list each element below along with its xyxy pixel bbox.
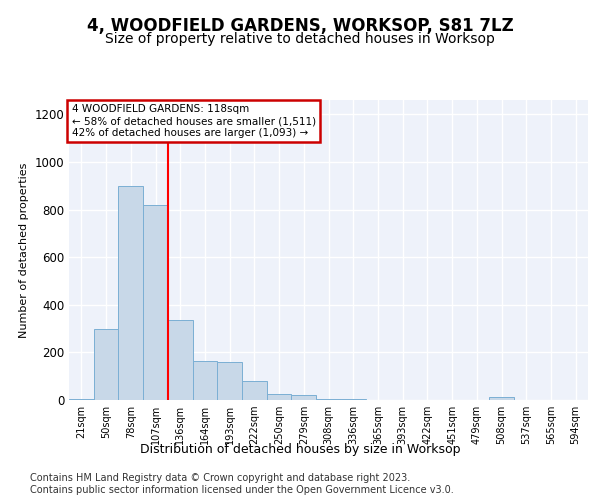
Bar — [118, 186, 143, 400]
Bar — [69, 399, 94, 400]
Text: Size of property relative to detached houses in Worksop: Size of property relative to detached ho… — [105, 32, 495, 46]
Text: 4, WOODFIELD GARDENS, WORKSOP, S81 7LZ: 4, WOODFIELD GARDENS, WORKSOP, S81 7LZ — [86, 18, 514, 36]
Bar — [193, 360, 217, 400]
Text: Distribution of detached houses by size in Worksop: Distribution of detached houses by size … — [140, 442, 460, 456]
Bar — [242, 381, 267, 400]
Bar — [168, 320, 193, 400]
Bar — [316, 399, 341, 400]
Bar — [489, 397, 514, 400]
Bar — [94, 328, 118, 400]
Bar — [217, 362, 242, 400]
Bar — [267, 394, 292, 400]
Bar — [292, 395, 316, 400]
Bar — [143, 205, 168, 400]
Y-axis label: Number of detached properties: Number of detached properties — [19, 162, 29, 338]
Text: 4 WOODFIELD GARDENS: 118sqm
← 58% of detached houses are smaller (1,511)
42% of : 4 WOODFIELD GARDENS: 118sqm ← 58% of det… — [71, 104, 316, 138]
Text: Contains HM Land Registry data © Crown copyright and database right 2023.
Contai: Contains HM Land Registry data © Crown c… — [30, 474, 454, 495]
